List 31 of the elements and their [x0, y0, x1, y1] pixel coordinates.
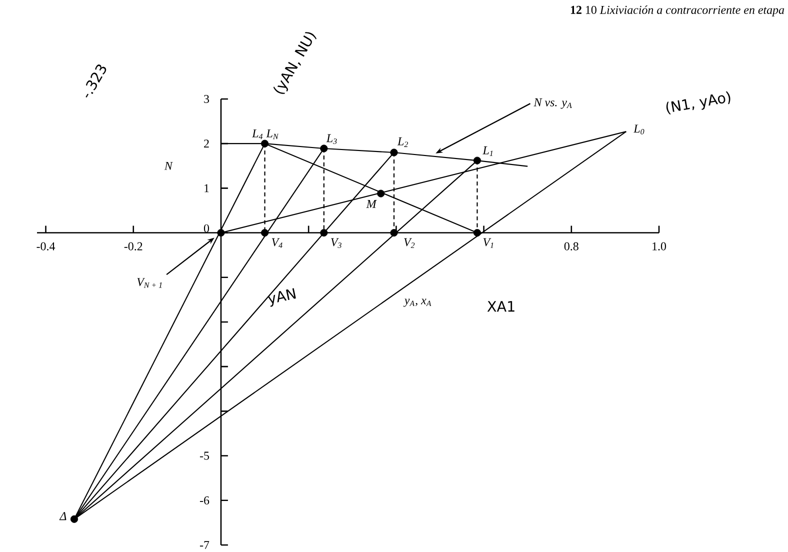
y-tick-label: -7 [200, 540, 210, 549]
annotation: M [366, 200, 377, 208]
y-tick-label: -6 [200, 496, 210, 504]
annotation: yAN [268, 288, 296, 307]
annotation: Δ [59, 512, 66, 520]
annotation: L$_{0}$ [634, 124, 644, 134]
annotation: L$_{4}$ [252, 129, 263, 139]
annotation: V$_{N + 1}$ [137, 278, 162, 288]
annotation: V$_{3}$ [331, 238, 342, 248]
chart-title: 12 10 Lixiviación a contracorriente en etapa [570, 5, 784, 16]
text: (N1, yAo) [666, 91, 730, 114]
x-tick-label: -0.2 [124, 242, 142, 250]
annotation: L$_{N}$ [266, 129, 279, 139]
y-tick-label: 0 [204, 224, 210, 232]
annotation: L$_{3}$ [326, 134, 337, 144]
annotation: L$_{2}$ [397, 137, 408, 147]
x-tick-label: -0.4 [36, 242, 56, 250]
y-tick-label: 2 [204, 140, 209, 148]
annotation: V$_{1}$ [483, 238, 494, 248]
annotation: XA1 [487, 301, 514, 312]
x-axis-title: y$_{A}$, x$_{A}$ [403, 298, 432, 307]
y-tick-label: 1 [204, 184, 209, 192]
annotation: L$_{1}$ [482, 146, 493, 156]
x-tick-label: 1.0 [652, 242, 666, 250]
y-tick-label: -5 [200, 452, 210, 460]
annotation: V$_{2}$ [404, 238, 415, 248]
x-tick-label: 0.8 [564, 242, 578, 250]
annotation: N vs. y$_{A}$ [534, 98, 572, 109]
annotation: V$_{4}$ [272, 238, 282, 248]
y-tick-label: 3 [204, 94, 210, 103]
y-axis-title: N [164, 162, 173, 170]
